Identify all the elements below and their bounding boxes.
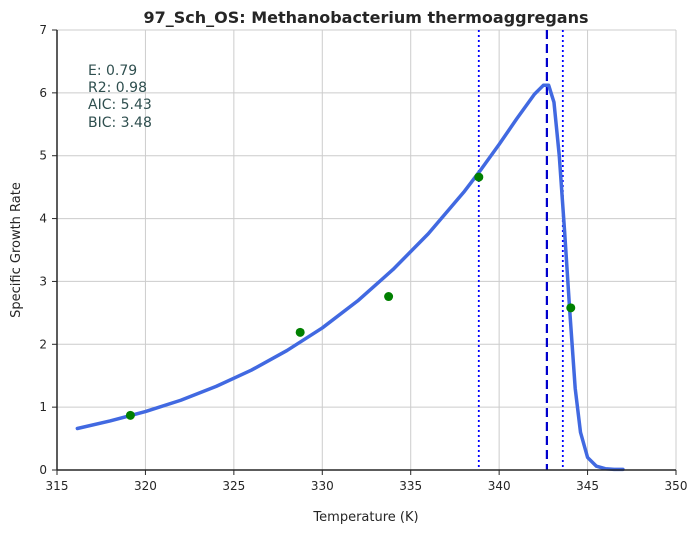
x-tick-label: 325 — [222, 479, 245, 493]
data-point — [384, 292, 394, 302]
y-tick-label: 6 — [39, 86, 47, 100]
data-point — [295, 327, 305, 337]
axes — [56, 30, 676, 471]
stat-aic: AIC: 5.43 — [88, 97, 152, 113]
y-tick-label: 5 — [39, 149, 47, 163]
x-tick-label: 335 — [399, 479, 422, 493]
fit-curve — [75, 83, 625, 472]
x-tick-label: 315 — [46, 479, 69, 493]
x-tick-labels: 315 320 325 330 335 340 345 350 — [46, 470, 688, 493]
y-tick-label: 7 — [39, 23, 47, 37]
x-tick-label: 340 — [488, 479, 511, 493]
y-tick-label: 4 — [39, 212, 47, 226]
y-tick-label: 3 — [39, 274, 47, 288]
x-tick-label: 330 — [311, 479, 334, 493]
y-tick-label: 1 — [39, 400, 47, 414]
stat-bic: BIC: 3.48 — [88, 115, 152, 131]
stat-e: E: 0.79 — [88, 63, 137, 79]
data-point — [125, 410, 135, 420]
reference-lines — [477, 30, 564, 470]
y-axis-label: Specific Growth Rate — [9, 182, 24, 318]
grid — [57, 29, 677, 470]
data-points — [125, 172, 576, 420]
x-tick-label: 350 — [665, 479, 688, 493]
data-point — [566, 303, 576, 313]
chart-title: 97_Sch_OS: Methanobacterium thermoaggreg… — [143, 8, 588, 27]
fit-statistics: E: 0.79 R2: 0.98 AIC: 5.43 BIC: 3.48 — [88, 63, 152, 131]
y-tick-labels: 0 1 2 3 4 5 6 7 — [39, 23, 57, 477]
x-axis-label: Temperature (K) — [312, 510, 418, 525]
stat-r2: R2: 0.98 — [88, 80, 147, 96]
y-tick-label: 0 — [39, 463, 47, 477]
x-tick-label: 320 — [134, 479, 157, 493]
y-tick-label: 2 — [39, 337, 47, 351]
data-point — [474, 172, 484, 182]
x-tick-label: 345 — [576, 479, 599, 493]
